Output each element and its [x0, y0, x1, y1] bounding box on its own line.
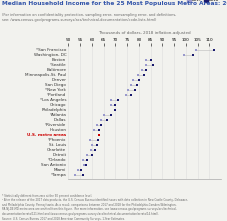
Text: * Statistically different from zero at the 90 percent confidence level.
¹ After : * Statistically different from zero at t…: [2, 194, 188, 221]
Legend: 2017, 2018: 2017, 2018: [188, 0, 218, 2]
X-axis label: Thousands of dollars, 2018 inflation-adjusted: Thousands of dollars, 2018 inflation-adj…: [98, 31, 190, 35]
Text: Median Household Income for the 25 Most Populous Metro Areas: 2017 and 2018: Median Household Income for the 25 Most …: [2, 1, 227, 6]
Text: (For information on confidentiality protection, sampling error, nonsampling erro: (For information on confidentiality prot…: [2, 13, 176, 22]
